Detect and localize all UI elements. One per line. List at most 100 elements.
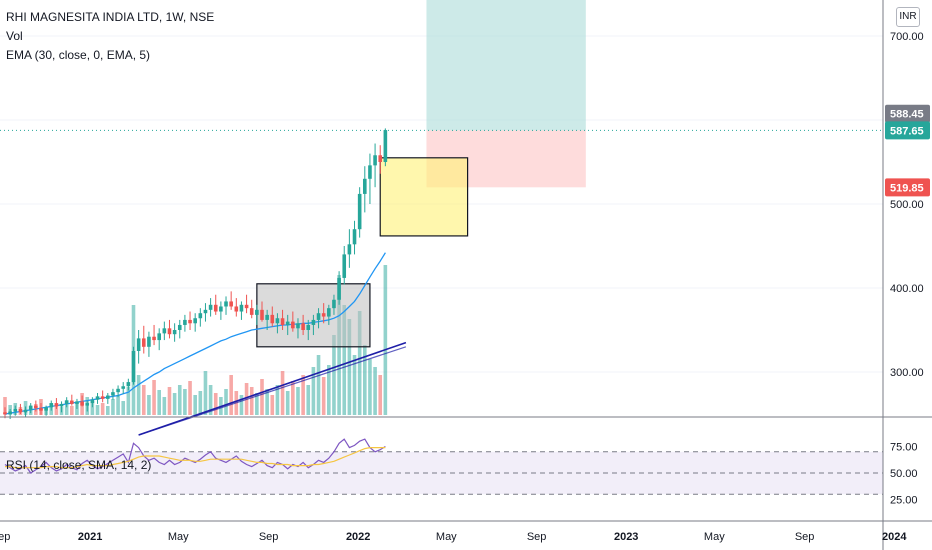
candle xyxy=(18,403,23,414)
candle-body xyxy=(260,309,264,320)
candle-body xyxy=(136,338,141,351)
candle-body xyxy=(342,254,347,278)
price-badge: 587.65 xyxy=(885,121,930,140)
candle-body xyxy=(44,407,48,411)
candle xyxy=(183,314,187,332)
candle-body xyxy=(285,321,290,325)
price-badge-text: 587.65 xyxy=(890,125,924,137)
volume-bar xyxy=(183,389,187,415)
rsi-lines xyxy=(4,438,386,474)
time-tick-label: 2022 xyxy=(346,531,370,543)
volume-bar xyxy=(208,385,213,415)
time-tick-label: May xyxy=(436,531,457,543)
volume-bar xyxy=(3,397,7,415)
candle-body xyxy=(373,155,377,166)
candle xyxy=(70,394,74,406)
candle xyxy=(100,390,105,403)
volume-bar xyxy=(378,375,383,415)
volume-bar xyxy=(301,375,305,415)
candle xyxy=(141,325,146,354)
volume-bar xyxy=(188,381,192,415)
candle-body xyxy=(90,399,95,404)
candle xyxy=(342,246,347,285)
candle-body xyxy=(193,318,197,324)
candle-body xyxy=(59,403,64,407)
candle xyxy=(59,401,64,413)
volume-bar xyxy=(383,265,388,415)
rsi-axis[interactable]: 25.00 50.00 75.00 xyxy=(890,442,918,507)
candle xyxy=(126,378,131,391)
candle-body xyxy=(203,309,208,314)
candle-body xyxy=(111,392,115,396)
volume-bar xyxy=(100,403,105,415)
volume-bar xyxy=(193,395,197,415)
candle-body xyxy=(126,382,131,387)
trendlines[interactable] xyxy=(138,341,407,436)
volume-bar xyxy=(172,393,177,415)
candle-body xyxy=(234,306,239,312)
candle-body xyxy=(28,405,33,410)
volume-bar xyxy=(116,395,120,415)
candle-body xyxy=(34,405,38,409)
volume-bar xyxy=(296,387,300,415)
currency-badge[interactable]: INR xyxy=(896,7,920,27)
candle xyxy=(347,229,352,268)
volume-bar xyxy=(357,311,362,415)
candle xyxy=(106,393,110,404)
volume-bar xyxy=(106,406,110,415)
time-tick-label: Sep xyxy=(527,531,547,543)
candle-body xyxy=(327,308,331,317)
candle xyxy=(167,319,172,339)
candle xyxy=(239,301,244,320)
candle xyxy=(90,397,95,408)
candle xyxy=(291,311,295,332)
volume-bar xyxy=(306,385,311,415)
candle xyxy=(121,382,126,394)
candle xyxy=(316,308,321,329)
candle xyxy=(280,309,285,330)
volume-bar xyxy=(373,367,377,415)
candle-body xyxy=(296,323,300,329)
volume-bar xyxy=(321,377,326,415)
volume-bar xyxy=(327,365,331,415)
candle-body xyxy=(306,324,311,330)
candle xyxy=(188,311,192,330)
candle-body xyxy=(3,412,7,414)
time-axis[interactable]: Sep 2021 May Sep 2022 May Sep 2023 May Sep 2024 xyxy=(0,531,907,543)
volume-bar xyxy=(152,380,156,415)
candle xyxy=(229,291,233,310)
volume-bar xyxy=(255,393,259,415)
rsi-path xyxy=(4,438,386,474)
candle xyxy=(75,398,79,409)
candle xyxy=(203,303,208,322)
candle-body xyxy=(54,403,59,407)
candle xyxy=(275,313,280,334)
volume-bar xyxy=(352,355,357,415)
candle-body xyxy=(100,396,105,399)
price-badge-bg xyxy=(885,178,930,197)
candles[interactable] xyxy=(3,128,388,420)
candle xyxy=(234,298,239,317)
price-tick-label: 500.00 xyxy=(890,199,924,211)
candle-body xyxy=(121,386,126,389)
candle xyxy=(327,304,331,325)
volume-bar xyxy=(265,389,269,415)
volume-bar xyxy=(224,389,228,415)
candle-body xyxy=(23,409,28,413)
candle xyxy=(80,395,84,407)
candle-body xyxy=(183,319,187,325)
consolidation-boxes[interactable] xyxy=(256,157,469,348)
candle xyxy=(255,304,259,325)
candle xyxy=(147,331,151,357)
time-tick-label: May xyxy=(704,531,725,543)
candle-body xyxy=(198,313,203,319)
candle-body xyxy=(280,318,285,325)
candle xyxy=(39,403,43,415)
price-badge-bg xyxy=(885,104,930,123)
candle-body xyxy=(357,193,362,230)
volume-bar xyxy=(316,355,321,415)
volume-bar xyxy=(126,387,131,415)
